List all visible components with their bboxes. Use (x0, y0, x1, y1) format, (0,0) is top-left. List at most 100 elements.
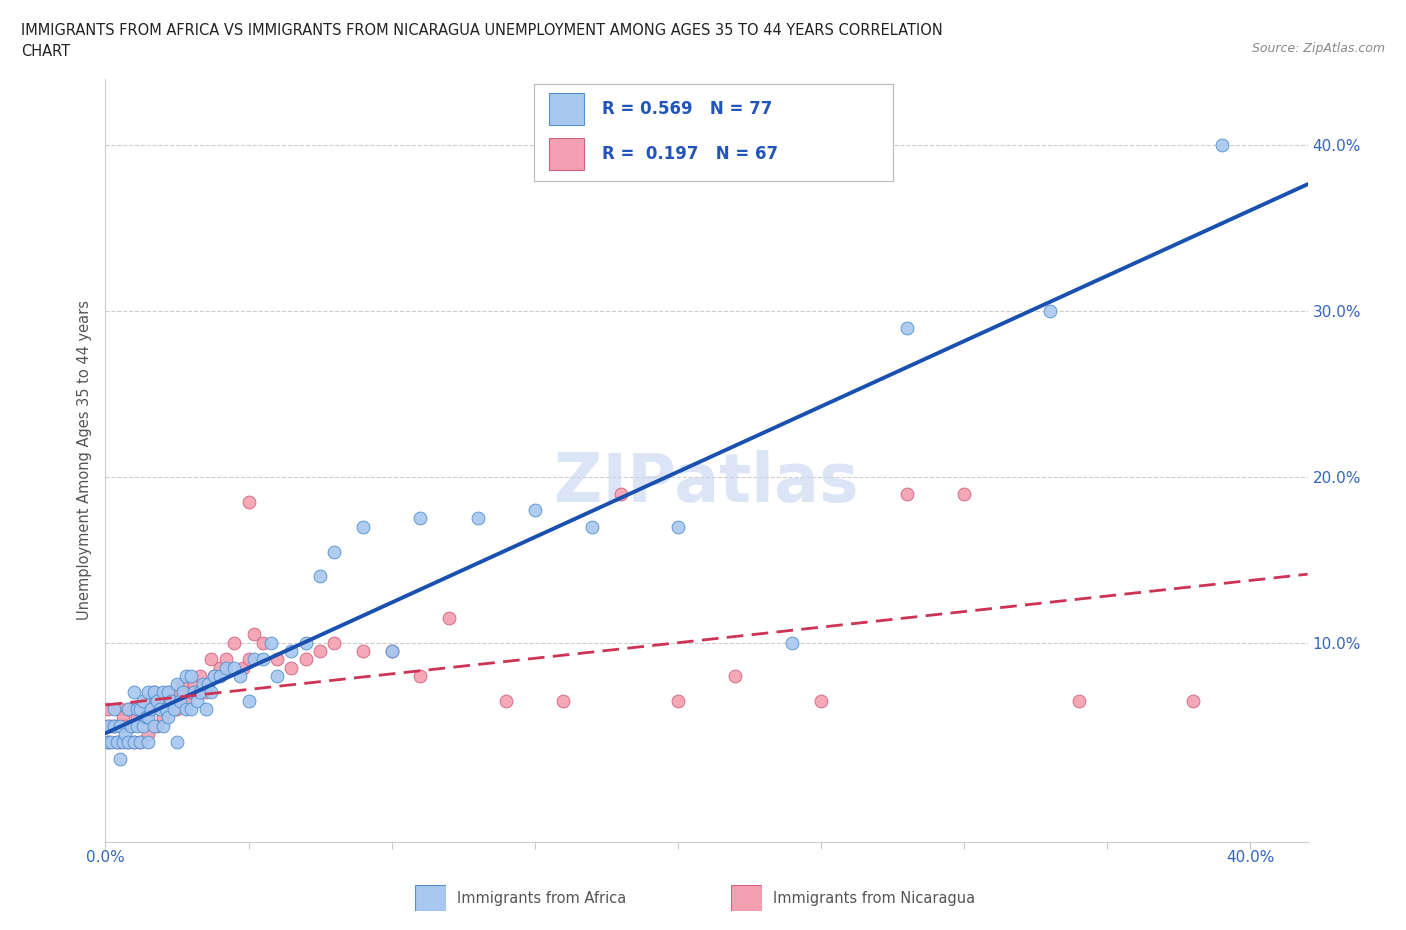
Point (146, 718, 169, 733)
Point (157, 710, 180, 724)
Point (157, 685, 180, 700)
Point (214, 660, 236, 675)
Point (208, 669, 231, 684)
Point (581, 519, 603, 534)
Point (152, 718, 174, 733)
Point (174, 701, 197, 716)
Point (152, 710, 174, 724)
Point (114, 726, 136, 741)
Point (352, 644, 374, 658)
Point (309, 644, 332, 658)
Point (666, 693, 689, 708)
Point (131, 718, 153, 733)
Point (1182, 693, 1205, 708)
Point (1039, 304, 1062, 319)
Point (666, 519, 689, 534)
Point (186, 693, 208, 708)
Point (323, 635, 346, 650)
Point (117, 735, 139, 750)
Text: R = 0.569   N = 77: R = 0.569 N = 77 (602, 100, 773, 118)
Point (180, 669, 202, 684)
Point (138, 693, 160, 708)
Point (224, 660, 246, 675)
Point (174, 669, 197, 684)
Point (169, 693, 191, 708)
Point (149, 693, 172, 708)
Point (309, 569, 332, 584)
Point (183, 677, 205, 692)
Point (135, 693, 157, 708)
Point (160, 693, 183, 708)
Point (155, 701, 177, 716)
Point (138, 726, 160, 741)
FancyBboxPatch shape (548, 93, 585, 125)
Point (97, 701, 120, 716)
Point (467, 511, 489, 525)
Point (97, 735, 120, 750)
Point (143, 718, 166, 733)
Point (280, 660, 302, 675)
Point (202, 669, 225, 684)
Point (238, 693, 260, 708)
Point (117, 701, 139, 716)
Point (409, 511, 432, 525)
Point (409, 669, 432, 684)
Point (381, 644, 404, 658)
Point (128, 701, 150, 716)
Point (352, 519, 374, 534)
Point (295, 635, 318, 650)
Point (169, 685, 191, 700)
Point (111, 735, 134, 750)
Point (155, 693, 177, 708)
Point (152, 685, 174, 700)
Text: CHART: CHART (21, 44, 70, 59)
Point (146, 693, 169, 708)
Point (108, 751, 131, 766)
Point (131, 693, 153, 708)
Point (437, 610, 460, 625)
Point (120, 718, 142, 733)
Point (111, 710, 134, 724)
Point (143, 685, 166, 700)
Point (97, 718, 120, 733)
Point (224, 635, 246, 650)
Point (953, 486, 976, 501)
Point (138, 735, 160, 750)
Point (260, 635, 283, 650)
Point (97, 718, 120, 733)
Point (214, 652, 236, 667)
Point (149, 701, 172, 716)
Point (238, 652, 260, 667)
Point (128, 735, 150, 750)
Point (166, 701, 188, 716)
Point (896, 320, 918, 335)
Point (266, 652, 288, 667)
Point (131, 710, 153, 724)
Point (157, 685, 180, 700)
Point (114, 718, 136, 733)
Point (724, 669, 747, 684)
Point (323, 544, 346, 559)
Point (172, 685, 194, 700)
Point (381, 644, 404, 658)
Point (97, 735, 120, 750)
Y-axis label: Unemployment Among Ages 35 to 44 years: Unemployment Among Ages 35 to 44 years (77, 300, 93, 620)
Point (186, 685, 208, 700)
Point (280, 644, 302, 658)
Point (208, 660, 231, 675)
Point (100, 718, 122, 733)
Point (553, 693, 575, 708)
Point (100, 735, 122, 750)
Point (128, 701, 150, 716)
Point (243, 652, 266, 667)
Point (638, 46, 661, 61)
Point (103, 718, 125, 733)
Point (160, 693, 183, 708)
Point (108, 701, 131, 716)
Point (166, 735, 188, 750)
Point (200, 685, 222, 700)
Point (243, 627, 266, 642)
Point (117, 701, 139, 716)
Point (172, 677, 194, 692)
Point (523, 502, 546, 517)
